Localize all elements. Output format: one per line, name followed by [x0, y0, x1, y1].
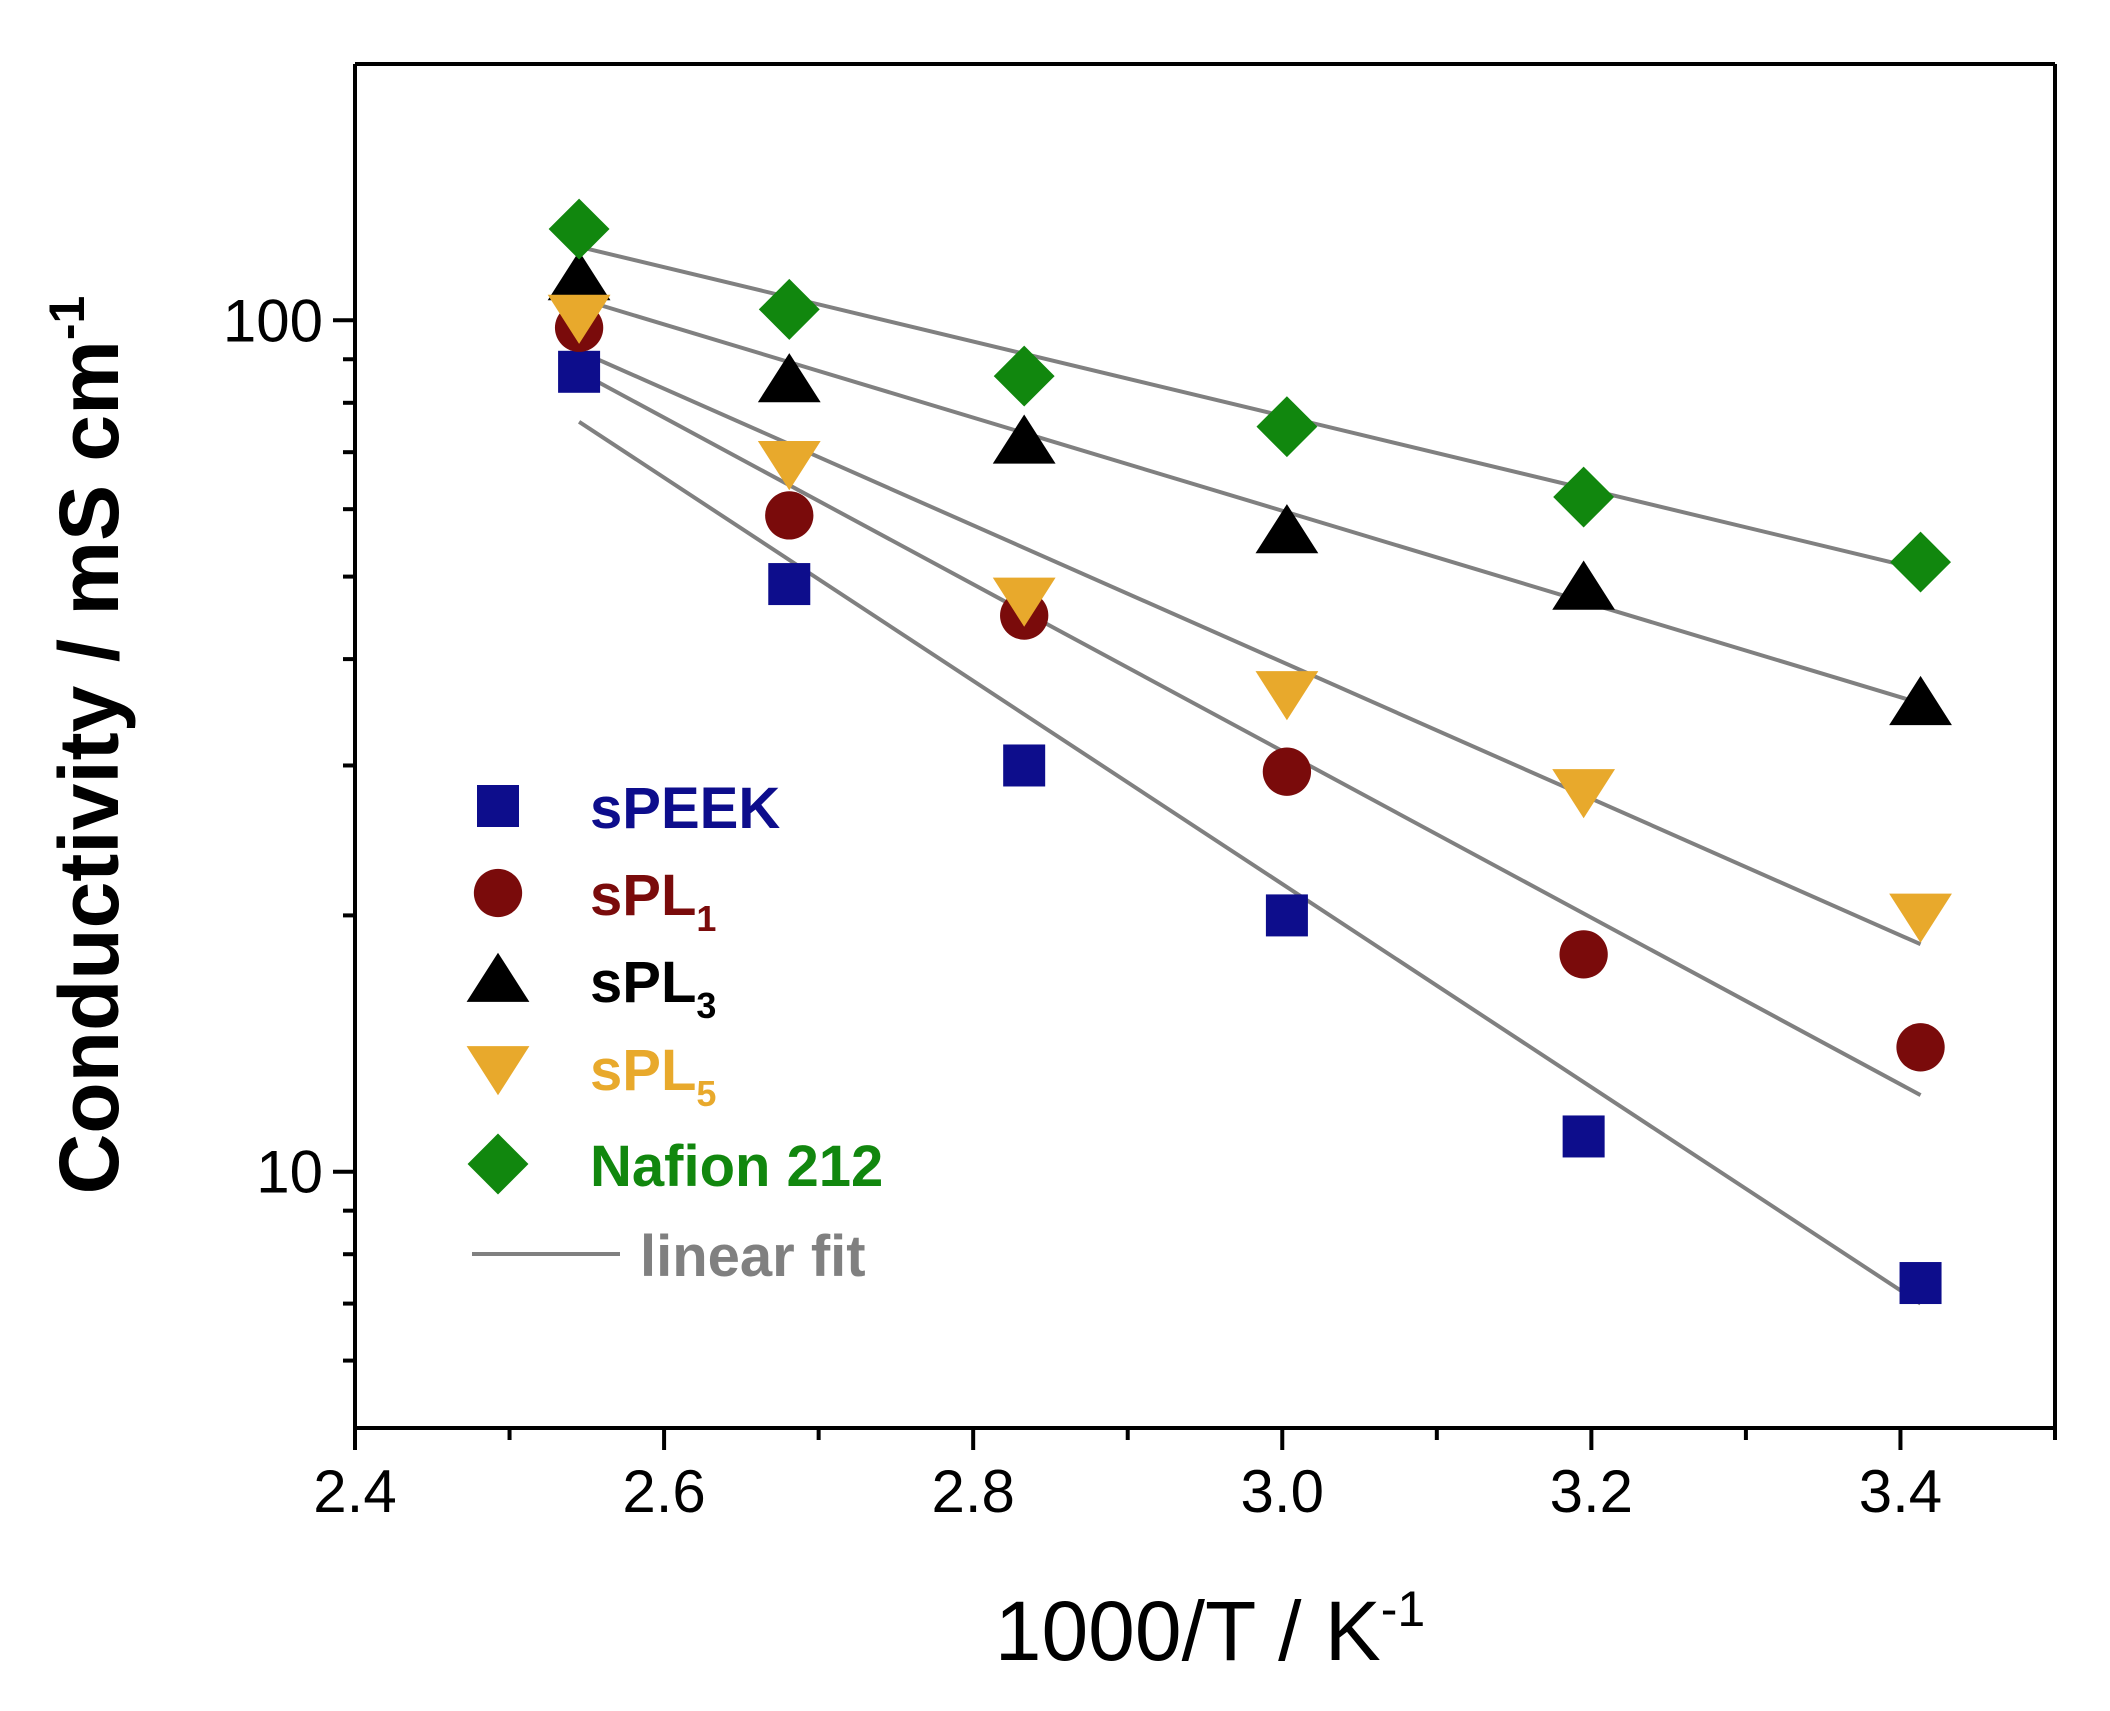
data-point-s3-2 [757, 353, 821, 403]
data-point-s3-4 [1255, 504, 1319, 554]
legend-label-3: sPL3 [590, 950, 716, 1026]
x-tick-label-2.6: 2.6 [622, 1458, 705, 1525]
data-point-s2-4 [1262, 747, 1312, 796]
legend-marker-4 [466, 1046, 530, 1096]
data-point-s4-5 [1552, 769, 1616, 819]
data-point-s2-2 [765, 491, 814, 540]
data-point-s1-3 [1003, 744, 1046, 787]
legend-label-fit: linear fit [640, 1224, 866, 1289]
legend-label-2: sPL1 [590, 863, 716, 939]
data-point-s3-1 [547, 251, 611, 301]
y-tick-label-10: 10 [256, 1139, 323, 1206]
x-tick-label-3.0: 3.0 [1241, 1458, 1324, 1525]
data-point-s1-6 [1899, 1262, 1942, 1305]
legend-label-5: Nafion 212 [590, 1134, 883, 1199]
x-tick-label-3.4: 3.4 [1859, 1458, 1942, 1525]
data-point-s4-4 [1255, 671, 1319, 721]
legend-marker-3 [466, 952, 530, 1002]
data-point-s4-3 [992, 577, 1056, 627]
data-point-s5-6 [1890, 531, 1951, 593]
data-point-s1-2 [768, 563, 811, 606]
data-point-s5-1 [548, 198, 610, 260]
data-point-s2-5 [1559, 930, 1608, 979]
axes: 2.4 2.6 2.8 3.0 3.2 3.4 10 100 [223, 62, 2057, 1525]
fit-line-4 [578, 349, 1922, 947]
data-point-s5-2 [758, 278, 820, 340]
x-tick-label-2.4: 2.4 [313, 1458, 396, 1525]
fit-line-3 [578, 296, 1922, 706]
data-markers [547, 198, 1952, 1305]
data-point-s2-6 [1896, 1023, 1945, 1072]
fit-line-2 [578, 370, 1922, 1097]
data-point-s1-4 [1265, 894, 1308, 937]
data-point-s3-5 [1552, 560, 1616, 610]
x-axis-label: 1000/T / K-1 [995, 1581, 1426, 1678]
data-point-s5-4 [1256, 396, 1318, 458]
legend-marker-5 [467, 1133, 529, 1195]
data-point-s5-5 [1553, 466, 1615, 528]
x-tick-label-2.8: 2.8 [931, 1458, 1014, 1525]
data-point-s4-2 [757, 441, 821, 491]
data-point-s4-1 [547, 294, 611, 344]
data-point-s1-1 [558, 350, 601, 393]
data-point-s3-3 [992, 414, 1056, 464]
legend: sPEEK sPL1 sPL3 sPL5 Nafion 212 linear fit [466, 776, 883, 1289]
legend-label-4: sPL5 [590, 1038, 716, 1114]
legend-marker-2 [473, 868, 523, 918]
x-tick-label-3.2: 3.2 [1550, 1458, 1633, 1525]
data-point-s5-3 [993, 345, 1055, 407]
data-point-s3-6 [1889, 675, 1952, 726]
y-tick-label-100: 100 [223, 287, 323, 354]
legend-marker-1 [477, 785, 519, 827]
data-point-s1-5 [1562, 1115, 1605, 1158]
y-axis-label: Conductivity / mS cm-1 [39, 296, 136, 1195]
data-point-s4-6 [1889, 893, 1952, 943]
legend-label-1: sPEEK [590, 776, 780, 841]
